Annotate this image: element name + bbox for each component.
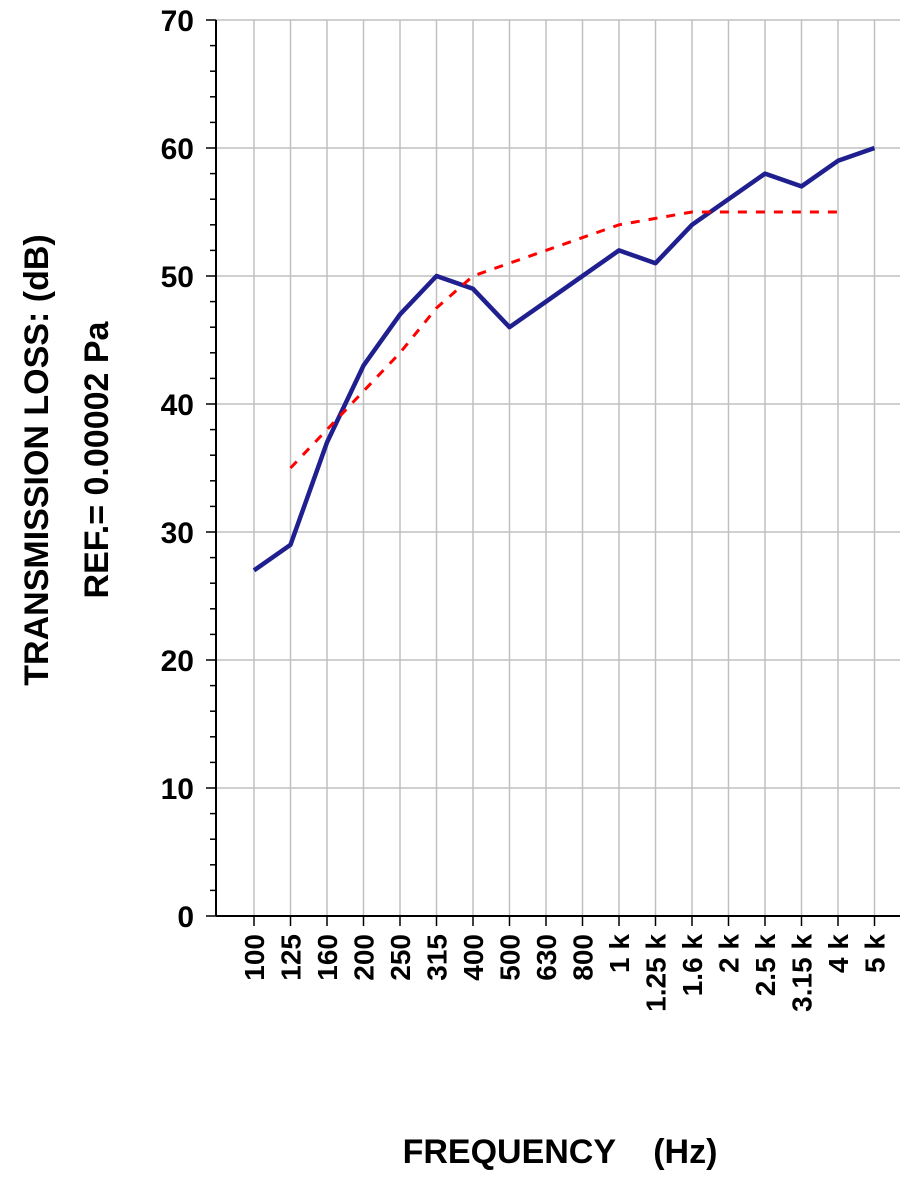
x-tick-label: 1 k	[604, 934, 635, 973]
y-tick-label: 10	[161, 773, 194, 806]
y-tick-label: 30	[161, 517, 194, 550]
grid-lines	[216, 19, 900, 916]
x-tick-label: 315	[422, 934, 453, 981]
x-tick-label: 500	[495, 934, 526, 981]
axes	[215, 20, 900, 917]
y-axis-title-line2: REF.= 0.00002 Pa	[78, 320, 116, 598]
x-tick-label: 1.25 k	[641, 934, 672, 1012]
x-tick-label: 5 k	[860, 934, 891, 973]
y-tick-label: 0	[177, 901, 194, 934]
x-tick-label: 400	[458, 934, 489, 981]
y-axis-ticks: 0 10 20 30 40 50 60 70	[161, 5, 216, 934]
y-tick-label: 20	[161, 645, 194, 678]
x-tick-label: 800	[568, 934, 599, 981]
y-tick-label: 40	[161, 389, 194, 422]
x-tick-label: 2.5 k	[750, 934, 781, 997]
y-tick-label: 50	[161, 261, 194, 294]
x-axis-title: FREQUENCY (Hz)	[403, 1133, 718, 1171]
x-tick-label: 125	[276, 934, 307, 981]
series-line-1	[289, 210, 838, 470]
x-tick-label: 2 k	[714, 934, 745, 973]
x-tick-label: 630	[531, 934, 562, 981]
x-tick-label: 160	[312, 934, 343, 981]
x-tick-label: 200	[349, 934, 380, 981]
y-tick-label: 70	[161, 5, 194, 38]
x-tick-label: 4 k	[823, 934, 854, 973]
y-axis-title-line1: TRANSMISSION LOSS: (dB)	[18, 234, 56, 685]
y-tick-label: 60	[161, 133, 194, 166]
x-tick-label: 1.6 k	[677, 934, 708, 997]
series-group	[252, 145, 876, 573]
x-tick-label: 100	[239, 934, 270, 981]
x-tick-label: 3.15 k	[787, 934, 818, 1012]
x-tick-label: 250	[385, 934, 416, 981]
series-line-0	[252, 145, 876, 573]
